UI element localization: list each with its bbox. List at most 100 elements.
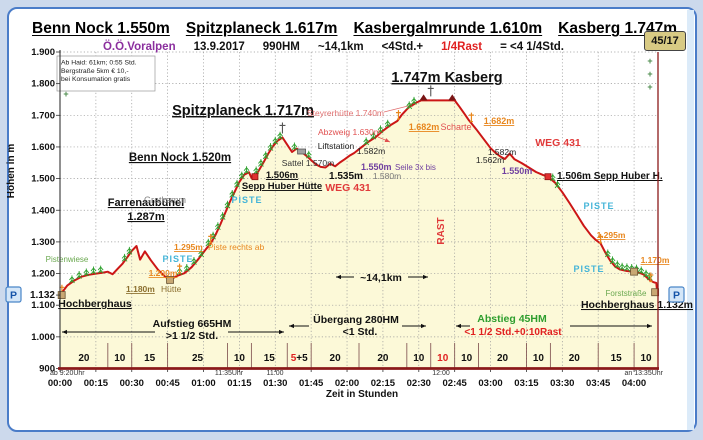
tree-icon [624,263,630,272]
x-tick-label: 01:30 [263,378,287,389]
clock-time-label: an 13:35Uhr [624,370,663,377]
sattel-label: Sattel 1.570m [282,158,334,168]
tree-icon [305,150,312,159]
y-tick-label: 1.500 [31,174,55,185]
elev-1682-right: 1.682m [484,116,515,126]
tree-icon [377,125,384,134]
info-box-line: Ab Haid: 61km; 0:55 Std. [61,60,137,67]
x-tick-label: 00:45 [155,378,180,389]
seile-note: Seile 3x bis [395,163,436,172]
y-tick-label: 1.900 [31,47,55,58]
tree-icon [411,96,417,105]
title-kasbergalmrunde: Kasbergalmrunde 1.610m [353,20,543,37]
tree-icon [219,212,226,220]
tree-icon [609,256,616,265]
sepp-huber-right: 1.506m Sepp Huber H. [557,171,663,182]
tree-icon [229,189,236,198]
summit-cross-icon [279,122,286,134]
parking-box [668,286,685,303]
huette-red-marker [251,173,259,181]
elev-1295-right: 1.295m [597,230,626,240]
uebergang-time: <1 Std. [343,326,378,338]
pistenwiese-label: Pistenwiese [46,255,89,264]
segment-minutes: 15 [611,353,623,364]
info-box-line: Bergstraße 5km € 10,- [61,68,129,75]
region-label: Ö.Ö.Voralpen [102,41,176,53]
arrowhead [289,323,294,329]
date-label: 13.9.2017 [193,41,245,53]
tree-icon [234,179,240,188]
y-tick-label: 1.700 [31,110,55,121]
hochberghaus-right: Hochberghaus 1.132m [581,299,693,311]
tree-icon [121,253,128,262]
pylon-marker-icon [177,263,183,274]
segment-minutes: 20 [78,353,90,364]
segment-minutes: 10 [461,353,473,364]
profile-area-fill [60,100,658,369]
weg-431-right: WEG 431 [535,137,581,149]
elev-1535: 1.535m [329,171,363,182]
tree-icon [262,151,269,160]
elev-1170: 1.170m [641,255,670,265]
segment-minutes: 10 [437,353,449,364]
tree-icon [258,158,264,167]
tree-icon [224,200,231,209]
farrenaubuehel-elev: 1.287m [127,211,165,223]
arrowhead [62,329,67,335]
hut-marker [630,267,638,276]
tree-icon [554,180,561,189]
weg-431-left: WEG 431 [325,182,371,194]
y-tick-label: 1.400 [31,205,55,216]
info-box-line: bei Konsumation gratis [61,76,131,83]
right-margin-strip [687,10,694,430]
pylon-marker-icon [468,112,474,123]
tree-icon [406,101,413,110]
y-tick-label: 1.200 [31,269,55,280]
tree-icon [549,173,556,182]
arrowhead [336,274,341,280]
info-box: Ab Haid: 61km; 0:55 Std.Bergstraße 5km €… [56,55,156,92]
segment-minutes: 20 [497,353,509,364]
tree-icon [97,265,104,274]
farrenaubuehel-label: Farrenaubühel [108,197,184,209]
arrowhead [647,323,652,329]
page-title: Benn Nock 1.550m Spitzplaneck 1.617m Kasbe… [24,20,677,38]
clock-time-label: 12:00 [432,370,450,377]
tree-icon [277,131,283,140]
piste-1: PISTE [162,254,193,264]
y-tick-label: 1.100 [31,300,55,311]
tree-icon [291,142,298,151]
piste-3: PISTE [583,201,614,211]
plus-mark-icon: + [647,56,652,66]
aufstieg-time: >1 1/2 Std. [166,330,218,342]
summit-triangle-marker [419,94,428,101]
distance-label: ~14,1km [360,272,402,284]
tree-icon [90,266,97,275]
arrowhead [384,138,390,142]
tree-icon [198,249,204,258]
parking-icon: P [10,290,17,302]
x-tick-label: 01:15 [227,378,252,389]
segment-minutes: 20 [377,353,389,364]
pylon-marker-icon [395,110,401,120]
segment-minutes: 5+5 [291,353,308,364]
piste-rechts-ab: Piste rechts ab [208,242,264,252]
elev-1562: 1.562m [476,155,504,165]
tree-icon [126,246,133,255]
title-benn-nock: Benn Nock 1.550m [32,20,170,37]
segment-minutes: 25 [192,353,204,364]
tree-icon [267,143,274,151]
tour-number-badge: 45/17 [644,31,686,51]
elev-1550-right: 1.550m [502,166,533,176]
huette-label: Hütte [161,284,182,294]
segment-minutes: 10 [114,353,126,364]
x-tick-label: 02:45 [443,378,468,389]
liftstation-label: Liftstation [318,141,355,151]
segment-minutes: 10 [413,353,425,364]
info-box-border [56,55,156,92]
x-tick-label: 02:30 [407,378,431,389]
parking-box [5,286,22,303]
plus-mark-icon: + [647,69,652,79]
seile-elev: 1.550m [361,162,392,172]
tree-icon [215,222,221,231]
